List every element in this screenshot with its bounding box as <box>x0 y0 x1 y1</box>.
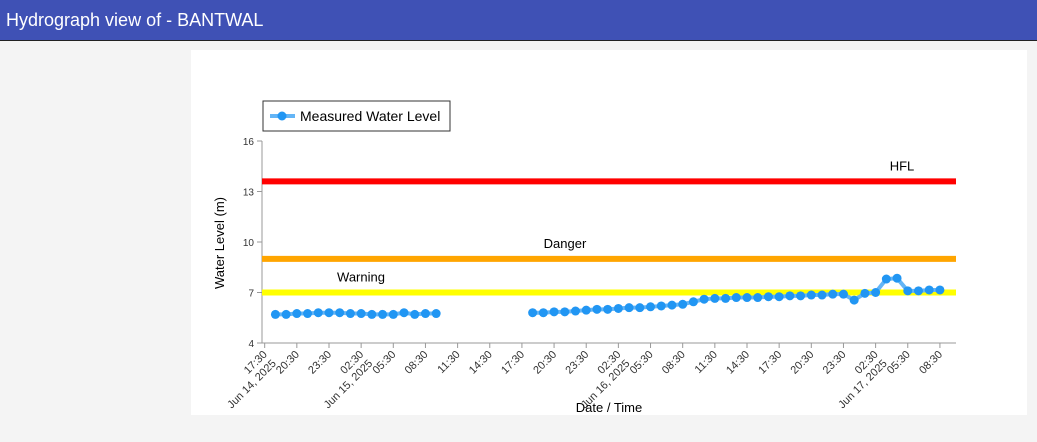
y-tick-label: 13 <box>243 188 255 199</box>
header-title: Hydrograph view of - BANTWAL <box>0 0 1037 41</box>
data-point <box>656 301 666 311</box>
data-point <box>292 309 302 319</box>
data-point <box>828 289 838 299</box>
data-point <box>624 303 634 313</box>
data-point <box>721 293 731 303</box>
data-point <box>678 299 688 309</box>
threshold-label: HFL <box>890 158 915 173</box>
legend-label: Measured Water Level <box>300 108 440 124</box>
data-point <box>871 288 881 297</box>
data-point <box>913 286 923 296</box>
data-point <box>753 293 763 303</box>
data-point <box>367 309 377 319</box>
data-point <box>399 308 409 318</box>
data-point <box>571 306 581 316</box>
data-point <box>603 304 613 314</box>
y-tick-label: 10 <box>243 238 255 249</box>
data-point <box>378 309 388 319</box>
data-point <box>806 290 816 300</box>
data-point <box>592 304 602 314</box>
data-point <box>613 303 623 313</box>
data-point <box>710 293 720 303</box>
data-point <box>345 309 355 319</box>
data-point <box>313 308 323 318</box>
data-point <box>303 309 313 319</box>
data-point <box>817 290 827 300</box>
y-tick-label: 7 <box>248 289 254 300</box>
data-point <box>924 285 934 295</box>
data-point <box>892 273 902 283</box>
y-axis-label: Water Level (m) <box>212 197 227 289</box>
data-point <box>635 303 645 313</box>
data-point <box>763 292 773 302</box>
threshold-label: Danger <box>544 236 587 251</box>
data-point <box>903 286 913 296</box>
data-point <box>270 309 280 319</box>
data-point <box>528 308 538 318</box>
data-point <box>881 274 891 284</box>
data-point <box>742 293 752 303</box>
data-point <box>420 309 430 319</box>
data-point <box>785 291 795 301</box>
data-point <box>560 307 570 317</box>
data-point <box>431 309 441 319</box>
y-tick-label: 16 <box>243 137 255 148</box>
x-axis-label: Date / Time <box>576 400 642 415</box>
data-point <box>667 300 677 310</box>
data-point <box>935 285 945 295</box>
data-point <box>281 309 291 319</box>
data-point <box>549 307 559 317</box>
data-point <box>410 309 420 319</box>
data-point <box>581 305 591 315</box>
data-point <box>731 293 741 303</box>
data-point <box>538 308 548 318</box>
legend-marker <box>277 111 287 121</box>
y-tick-label: 4 <box>248 339 254 350</box>
series-line <box>275 310 437 317</box>
data-point <box>688 297 698 307</box>
data-point <box>335 308 345 318</box>
threshold-label: Warning <box>337 270 385 285</box>
data-point <box>796 291 806 301</box>
data-point <box>774 292 784 302</box>
data-point <box>388 309 398 319</box>
data-point <box>324 308 334 318</box>
data-point <box>356 309 366 319</box>
data-point <box>860 288 870 298</box>
data-point <box>699 294 709 304</box>
data-point <box>838 289 848 299</box>
data-point <box>646 302 656 312</box>
data-point <box>849 295 859 305</box>
